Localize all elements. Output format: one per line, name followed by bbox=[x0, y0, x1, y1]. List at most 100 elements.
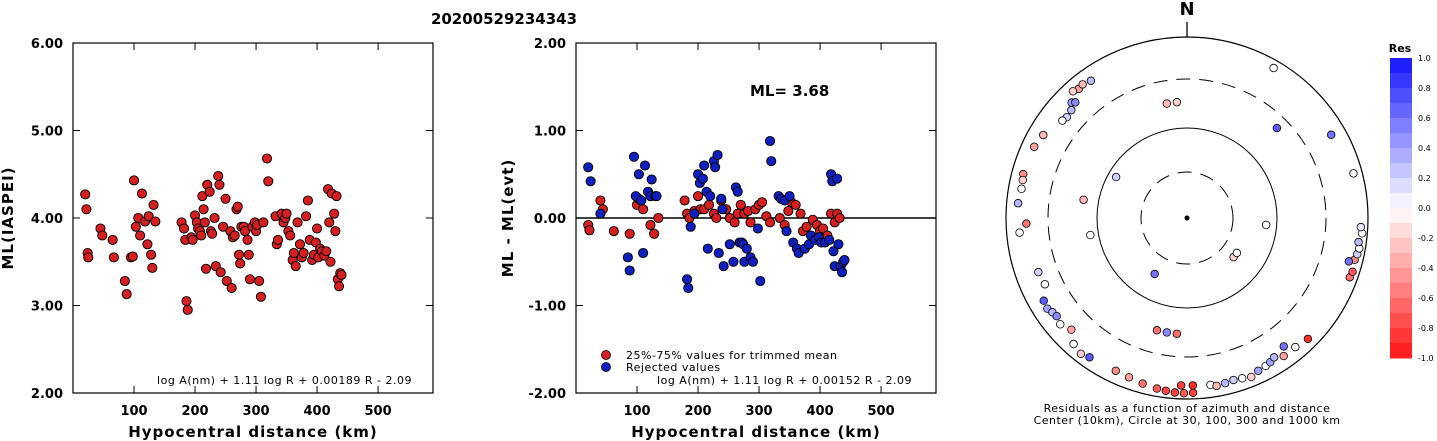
station-residual-point bbox=[1152, 326, 1162, 335]
data-point bbox=[824, 234, 835, 245]
station-residual-point bbox=[1188, 388, 1198, 398]
data-point bbox=[207, 228, 218, 239]
data-point bbox=[697, 173, 708, 184]
station-residual-point bbox=[1176, 381, 1186, 390]
station-residual-point bbox=[1356, 222, 1366, 232]
colorbar-title: Res bbox=[1389, 42, 1412, 55]
colorbar-cell bbox=[1390, 163, 1412, 179]
data-point bbox=[336, 269, 347, 280]
colorbar-cell bbox=[1390, 88, 1412, 104]
data-point bbox=[83, 252, 94, 263]
data-point bbox=[226, 282, 237, 294]
data-point bbox=[285, 230, 296, 241]
data-point bbox=[757, 197, 768, 208]
data-point bbox=[214, 179, 225, 190]
colorbar-tick-label: -0.6 bbox=[1418, 294, 1434, 303]
station-residual-point bbox=[1071, 98, 1080, 107]
azimuth-points bbox=[1013, 63, 1367, 398]
data-point bbox=[218, 221, 229, 232]
station-residual-point bbox=[1040, 280, 1050, 289]
data-point bbox=[209, 212, 220, 224]
station-residual-point bbox=[1247, 372, 1256, 382]
data-point bbox=[638, 204, 649, 215]
station-residual-point bbox=[1086, 76, 1096, 85]
colorbar-cell bbox=[1390, 313, 1412, 329]
data-point bbox=[281, 208, 292, 219]
x-tick-label: 100 bbox=[623, 404, 650, 419]
colorbar: Res 1.0 0.8 0.6 0.4 0.2 0.0 -0.2 -0.4 -0.6 -0.8 -1… bbox=[1389, 42, 1434, 363]
residual-ylabel: ML - ML(evt) bbox=[499, 159, 517, 277]
figure-title: 20200529234343 bbox=[431, 10, 577, 28]
data-point bbox=[624, 265, 635, 276]
data-point bbox=[682, 274, 693, 285]
station-residual-point bbox=[1013, 199, 1023, 208]
ml-ylabel: ML(IASPEI) bbox=[0, 166, 17, 269]
azimuth-panel: N Residuals as a function of azimuth and… bbox=[1005, 0, 1369, 427]
legend-marker-trimmed bbox=[601, 350, 611, 360]
colorbar-cells bbox=[1390, 58, 1412, 359]
colorbar-tick-label: 1.0 bbox=[1418, 54, 1431, 63]
station-residual-point bbox=[1052, 312, 1061, 321]
station-residual-point bbox=[1015, 228, 1024, 237]
data-point bbox=[108, 252, 119, 263]
station-residual-point bbox=[1018, 175, 1027, 185]
station-residual-point bbox=[1162, 99, 1172, 108]
data-point bbox=[243, 249, 254, 260]
ml-event-annotation: ML= 3.68 bbox=[750, 82, 829, 100]
y-tick-label: 0.00 bbox=[534, 212, 566, 227]
station-residual-point bbox=[1261, 220, 1271, 230]
x-tick-label: 300 bbox=[745, 404, 772, 419]
station-residual-point bbox=[1348, 267, 1357, 276]
data-point bbox=[242, 234, 253, 245]
station-residual-point bbox=[1111, 366, 1120, 375]
station-residual-point bbox=[1068, 87, 1078, 96]
residual-ticks: 100 200 300 400 500 -2.00 -1.00 0.00 1.00 2.00 bbox=[529, 37, 936, 419]
ml-ticks: 100 200 300 400 500 2.00 3.00 4.00 5.00 6.00 bbox=[31, 37, 433, 419]
data-point bbox=[639, 160, 650, 171]
station-residual-point bbox=[1076, 349, 1086, 358]
data-point bbox=[683, 282, 694, 294]
station-residual-point bbox=[1232, 248, 1242, 258]
colorbar-tick-label: -1.0 bbox=[1418, 354, 1434, 363]
colorbar-tick-label: 0.8 bbox=[1418, 84, 1431, 93]
data-point bbox=[774, 212, 785, 224]
colorbar-labels: 1.0 0.8 0.6 0.4 0.2 0.0 -0.2 -0.4 -0.6 -0.8 -1.0 bbox=[1418, 54, 1434, 363]
north-label: N bbox=[1179, 0, 1194, 20]
station-residual-point bbox=[1170, 388, 1179, 397]
data-point bbox=[766, 156, 777, 167]
data-point bbox=[254, 275, 265, 287]
ml-formula: log A(nm) + 1.11 log R + 0.00189 R - 2.0… bbox=[157, 374, 412, 387]
data-point bbox=[333, 281, 345, 292]
data-point bbox=[312, 223, 323, 234]
station-residual-point bbox=[1172, 98, 1182, 107]
station-residual-point bbox=[1152, 384, 1162, 393]
x-tick-label: 500 bbox=[365, 404, 392, 419]
data-point bbox=[716, 193, 727, 204]
data-point bbox=[828, 246, 839, 257]
colorbar-cell bbox=[1390, 103, 1412, 119]
data-point bbox=[710, 162, 721, 173]
station-residual-point bbox=[1067, 325, 1076, 334]
data-point bbox=[204, 186, 215, 197]
data-point bbox=[764, 217, 776, 228]
colorbar-tick-label: 0.6 bbox=[1418, 114, 1431, 123]
x-tick-label: 200 bbox=[684, 404, 711, 419]
station-residual-point bbox=[1056, 320, 1065, 329]
ring-30km bbox=[1140, 171, 1234, 265]
station-residual-point bbox=[1291, 342, 1300, 352]
data-point bbox=[608, 226, 619, 237]
x-tick-label: 400 bbox=[303, 404, 330, 419]
data-point bbox=[148, 199, 159, 210]
data-point bbox=[832, 173, 843, 184]
data-point bbox=[834, 212, 845, 224]
colorbar-cell bbox=[1390, 133, 1412, 149]
data-point bbox=[717, 204, 728, 215]
data-point bbox=[724, 239, 735, 250]
colorbar-cell bbox=[1390, 178, 1412, 194]
data-point bbox=[783, 205, 794, 217]
data-point bbox=[653, 212, 664, 224]
colorbar-cell bbox=[1390, 343, 1412, 359]
station-residual-point bbox=[1326, 130, 1336, 139]
station-residual-point bbox=[1354, 237, 1363, 247]
data-point bbox=[732, 186, 743, 197]
